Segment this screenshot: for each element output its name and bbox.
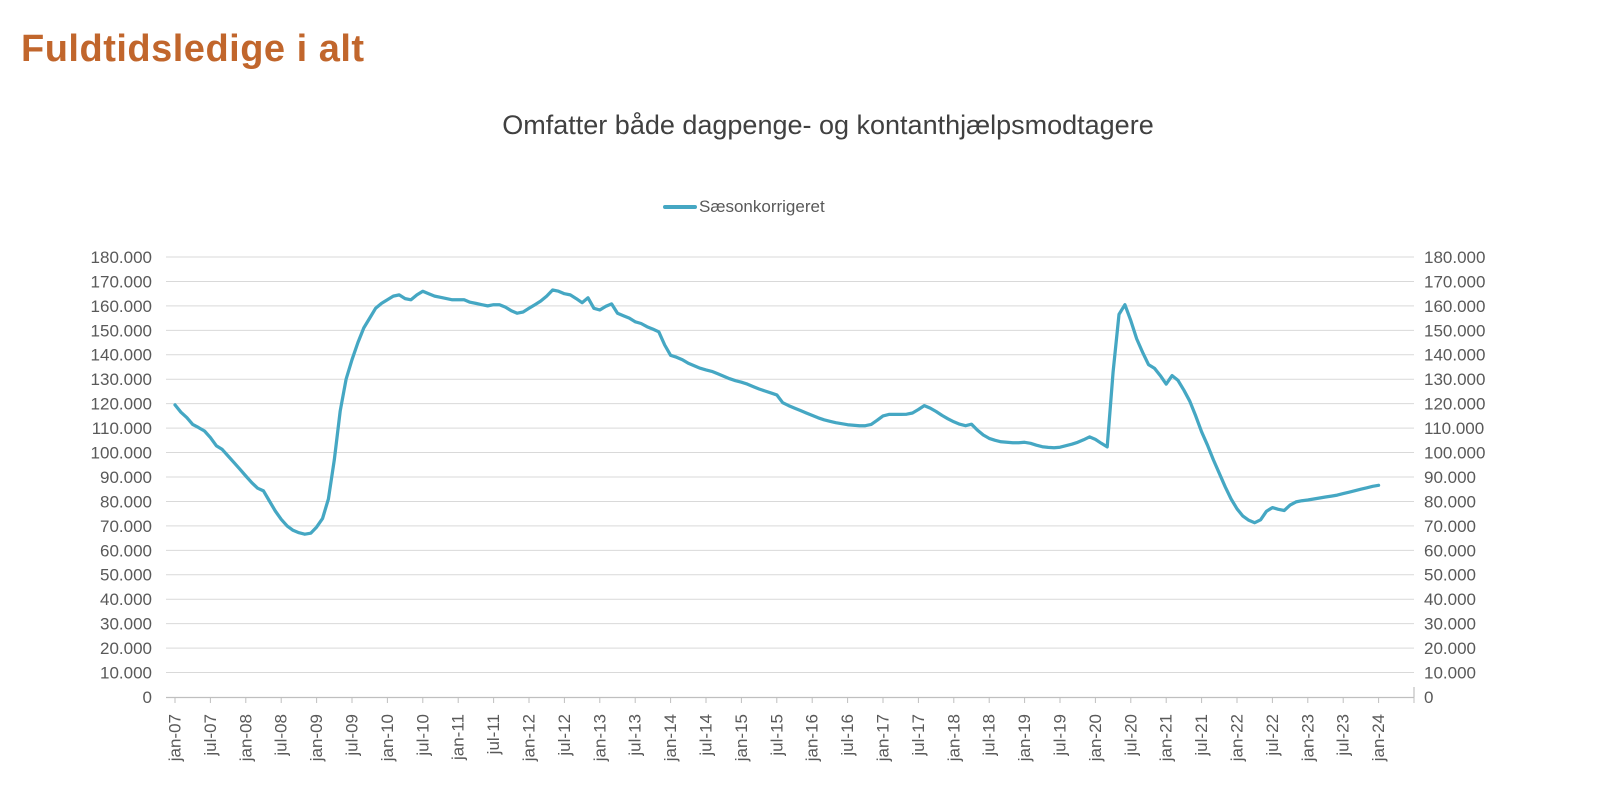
x-axis-tick-label: jul-15 [767,714,786,757]
y-axis-label-left: 10.000 [100,664,152,683]
y-axis-label-left: 50.000 [100,566,152,585]
x-axis-tick-label: jul-17 [909,714,928,757]
x-axis-tick-label: jan-11 [449,714,468,761]
x-axis-tick-label: jan-15 [732,714,751,762]
y-axis-label-right: 170.000 [1424,272,1485,291]
x-axis-tick-label: jul-14 [697,714,716,757]
y-axis-label-right: 80.000 [1424,492,1476,511]
x-axis-tick-label: jan-20 [1086,714,1105,762]
chart-title: Omfatter både dagpenge- og kontanthjælps… [502,110,1154,140]
y-axis-label-right: 10.000 [1424,664,1476,683]
x-axis-tick-label: jul-12 [555,714,574,757]
x-axis-tick-label: jul-13 [626,714,645,757]
x-axis-tick-label: jan-10 [378,714,397,762]
y-axis-label-left: 70.000 [100,517,152,536]
y-axis-label-right: 140.000 [1424,346,1485,365]
y-axis-label-left: 30.000 [100,615,152,634]
legend: Sæsonkorrigeret [663,197,825,217]
y-axis-label-right: 110.000 [1424,419,1484,438]
y-axis-label-left: 160.000 [91,297,152,316]
x-axis-tick-label: jan-23 [1298,714,1317,762]
x-axis-tick-label: jul-16 [838,714,857,757]
y-axis-label-left: 130.000 [91,370,152,389]
y-axis-label-right: 150.000 [1424,321,1485,340]
y-axis-label-left: 60.000 [100,541,152,560]
x-axis-tick-label: jul-10 [413,714,432,757]
x-axis-tick-label: jul-11 [484,714,503,755]
x-axis-tick-label: jul-23 [1334,714,1353,757]
y-axis-label-right: 40.000 [1424,590,1476,609]
y-axis-label-right: 70.000 [1424,517,1476,536]
y-axis-label-right: 30.000 [1424,615,1476,634]
x-axis-tick-label: jan-17 [874,714,893,762]
y-axis-label-left: 80.000 [100,492,152,511]
y-axis-label-left: 90.000 [100,468,152,487]
x-axis-tick-label: jan-18 [944,714,963,762]
x-axis-tick-label: jul-22 [1263,714,1282,757]
y-axis-label-left: 110.000 [92,419,152,438]
y-axis-label-left: 100.000 [91,444,152,463]
x-axis-tick-label: jul-08 [272,714,291,757]
x-axis-tick-label: jan-19 [1015,714,1034,762]
y-axis-label-left: 170.000 [91,272,152,291]
y-axis-label-right: 130.000 [1424,370,1485,389]
x-axis-tick-label: jan-21 [1157,714,1176,762]
y-axis-label-right: 180.000 [1424,248,1485,267]
x-axis-tick-label: jan-22 [1228,714,1247,762]
x-axis-tick-label: jan-08 [236,714,255,762]
series-line-saesonkorrigeret [173,288,1381,536]
page-title: Fuldtidsledige i alt [21,28,365,70]
y-axis-label-right: 120.000 [1424,395,1485,414]
x-axis-tick-label: jan-12 [520,714,539,762]
y-axis-label-left: 150.000 [91,321,152,340]
y-axis-label-right: 100.000 [1424,444,1485,463]
y-axis-label-left: 0 [143,688,152,707]
y-axis-label-right: 160.000 [1424,297,1485,316]
y-axis-label-left: 180.000 [91,248,152,267]
y-axis-label-right: 0 [1424,688,1433,707]
x-axis-tick-label: jul-20 [1121,714,1140,757]
x-axis-tick-label: jul-19 [1051,714,1070,757]
x-axis-tick-label: jul-18 [980,714,999,757]
y-axis-label-right: 20.000 [1424,639,1476,658]
legend-label: Sæsonkorrigeret [699,197,825,216]
x-axis-tick-label: jan-16 [803,714,822,762]
y-axis-label-left: 140.000 [91,346,152,365]
x-axis-tick-label: jan-13 [590,714,609,762]
x-axis-tick-label: jul-07 [201,714,220,757]
y-axis-label-left: 40.000 [100,590,152,609]
y-axis-label-right: 90.000 [1424,468,1476,487]
legend-line-swatch [663,205,697,209]
y-axis-label-left: 120.000 [91,395,152,414]
y-axis-label-right: 50.000 [1424,566,1476,585]
x-axis-tick-label: jan-14 [661,714,680,762]
y-axis-label-right: 60.000 [1424,541,1476,560]
x-axis-tick-label: jul-21 [1192,714,1211,757]
x-axis-tick-label: jul-09 [343,714,362,757]
x-axis-tick-label: jan-24 [1369,714,1388,762]
x-axis-tick-label: jan-09 [307,714,326,762]
y-axis-label-left: 20.000 [100,639,152,658]
x-axis-tick-label: jan-07 [166,714,185,762]
